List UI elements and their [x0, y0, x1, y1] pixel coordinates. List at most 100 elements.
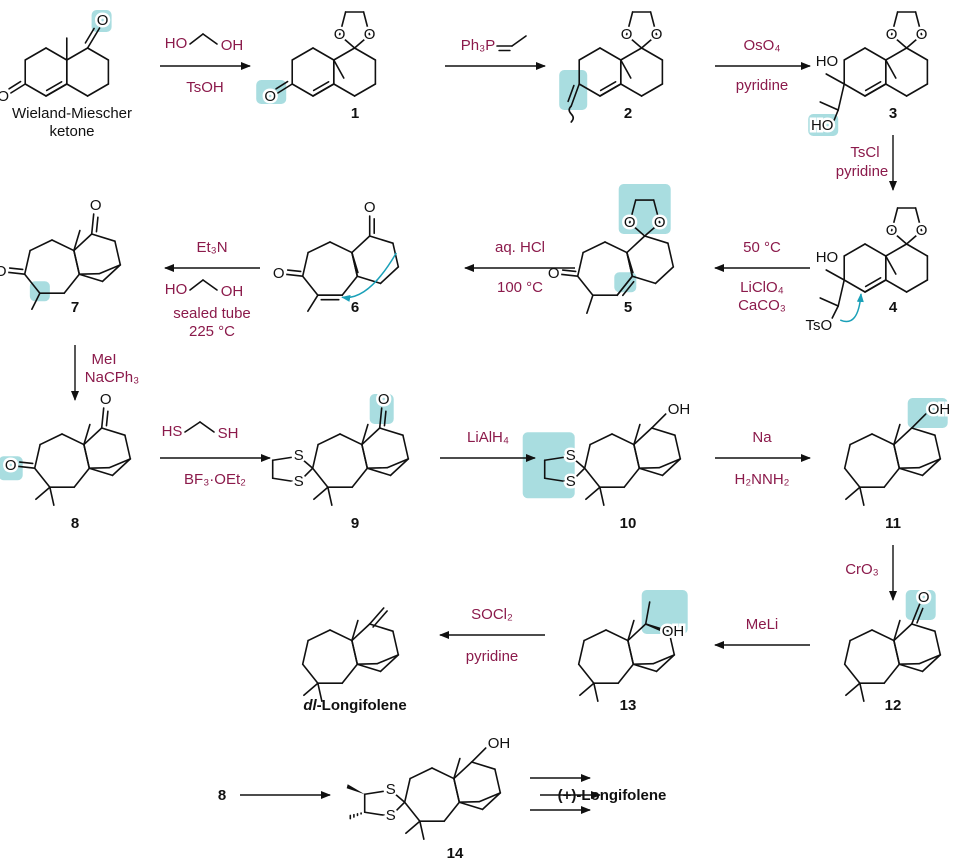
bond [329, 241, 353, 254]
highlight-box [559, 70, 588, 110]
bond [61, 433, 85, 446]
atom-s: S [294, 473, 304, 490]
bond [307, 241, 331, 254]
bond [378, 407, 383, 429]
atom-s: S [566, 473, 576, 490]
reagent-step9-dithiol-left: HS [162, 423, 183, 440]
bond [105, 410, 109, 427]
bond [329, 629, 353, 642]
bond [73, 233, 93, 252]
bond [88, 467, 114, 477]
reagent-step7-diol-left: HO [165, 281, 188, 298]
bond [317, 433, 341, 446]
bond [845, 486, 861, 501]
atom-s: S [386, 781, 396, 798]
bond [312, 47, 335, 61]
reagent-step5-b2: CaCO₃ [738, 297, 786, 314]
bond [628, 199, 637, 224]
reagent-step4-top: TsCl [850, 144, 879, 161]
bond [604, 241, 628, 254]
reagent-step7-b2: 225 °C [189, 323, 235, 340]
bond [569, 455, 586, 470]
bond [351, 639, 359, 666]
bond [66, 83, 89, 97]
bond [114, 240, 122, 266]
bond [905, 47, 929, 61]
bond [843, 467, 861, 489]
bond [626, 251, 634, 274]
bond [632, 663, 658, 673]
bond [494, 768, 502, 794]
compound-label-c9: 9 [351, 515, 359, 532]
bond [605, 629, 629, 642]
atom-o: O [886, 222, 898, 239]
reagent-step11-bottom: H₂NNH₂ [735, 471, 790, 488]
bond [583, 467, 601, 489]
bond [73, 467, 91, 489]
bond [83, 443, 91, 470]
bond [644, 623, 661, 631]
compound-label-c7: 7 [71, 299, 79, 316]
bond [599, 83, 622, 97]
bond [481, 792, 502, 811]
bond [49, 486, 55, 507]
bond [884, 255, 897, 275]
bond [402, 434, 410, 460]
bond [843, 443, 851, 470]
reagent-step1-acid: TsOH [186, 79, 224, 96]
bond [649, 11, 658, 36]
bond [88, 466, 110, 470]
bond [23, 273, 41, 295]
reagent-step8-bottom: NaCPh₃ [85, 369, 139, 386]
bond [73, 249, 81, 276]
bond [643, 235, 669, 244]
bond [577, 663, 595, 685]
bond [403, 777, 411, 804]
bond [652, 199, 661, 224]
bond [291, 47, 314, 61]
bond [910, 603, 921, 625]
bond [831, 305, 840, 319]
reagent-step14-top: SOCl₂ [471, 606, 513, 623]
bond [301, 251, 309, 278]
bond [271, 455, 300, 462]
bond [453, 761, 473, 780]
bond [620, 83, 643, 97]
reagent-step3-bottom: pyridine [736, 77, 789, 94]
bond [843, 83, 866, 97]
highlight-box [522, 432, 575, 499]
bond [890, 34, 908, 49]
atom-oh: OH [668, 401, 691, 418]
bond [583, 629, 607, 642]
wavy-bond [568, 105, 575, 123]
compound-label-c10: 10 [620, 515, 637, 532]
wedge-bond [346, 784, 365, 795]
bond [668, 630, 676, 656]
bond [356, 663, 382, 673]
bond [633, 443, 641, 470]
bond [409, 767, 433, 780]
bond [885, 47, 908, 61]
bond [5, 271, 26, 276]
bond [640, 83, 664, 97]
bond [934, 630, 942, 656]
bond [35, 486, 51, 501]
reagent-step9-bottom: BF₃·OEt₂ [184, 471, 246, 488]
bond [275, 80, 289, 90]
bond [582, 241, 606, 254]
reagent-step7-top: Et₃N [196, 239, 227, 256]
bond [45, 80, 63, 92]
bond [579, 682, 595, 697]
bond [405, 820, 421, 835]
curved-arrow [839, 293, 864, 323]
bond [640, 47, 664, 61]
bond [628, 222, 646, 237]
compound-label-plus-longifolene: (+)-Longifolene [558, 787, 667, 804]
bond [898, 466, 920, 470]
highlight-box [618, 184, 671, 235]
bond [383, 410, 387, 427]
bond [327, 486, 333, 507]
bond [78, 272, 100, 276]
bond [871, 629, 895, 642]
bond [333, 83, 356, 97]
